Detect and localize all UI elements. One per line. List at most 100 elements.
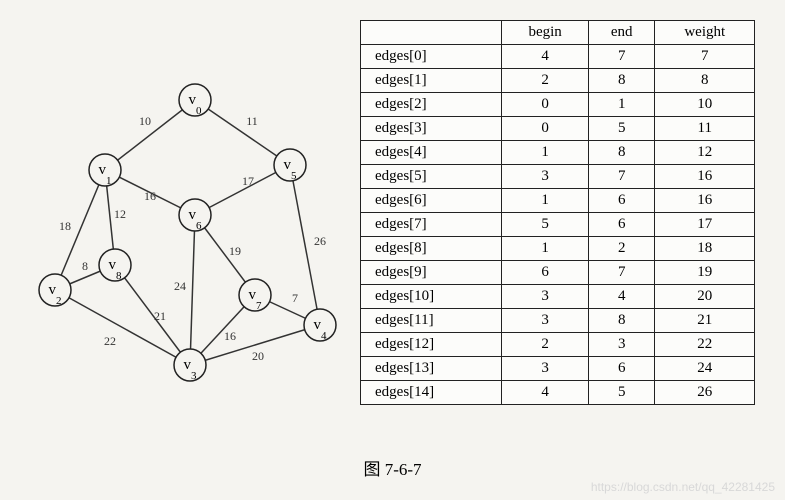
edge-weight-label: 7	[292, 291, 298, 305]
cell: 3	[502, 165, 589, 189]
cell: 7	[655, 45, 755, 69]
cell: 8	[588, 309, 655, 333]
cell: 7	[588, 165, 655, 189]
table-row: edges[14]4526	[361, 381, 755, 405]
row-label: edges[4]	[361, 141, 502, 165]
cell: 17	[655, 213, 755, 237]
edge-weight-label: 22	[104, 334, 116, 348]
edge-weight-label: 11	[246, 114, 258, 128]
cell: 20	[655, 285, 755, 309]
cell: 26	[655, 381, 755, 405]
table-row: edges[13]3624	[361, 357, 755, 381]
graph-diagram: 1011181216822212416207261719v0v1v2v3v4v5…	[30, 70, 360, 430]
cell: 18	[655, 237, 755, 261]
cell: 3	[588, 333, 655, 357]
cell: 3	[502, 357, 589, 381]
cell: 7	[588, 45, 655, 69]
table-row: edges[0]477	[361, 45, 755, 69]
edge	[105, 100, 195, 170]
watermark-text: https://blog.csdn.net/qq_42281425	[591, 480, 775, 494]
table-row: edges[10]3420	[361, 285, 755, 309]
row-label: edges[11]	[361, 309, 502, 333]
cell: 4	[502, 45, 589, 69]
edge-weight-label: 17	[242, 174, 254, 188]
table-row: edges[9]6719	[361, 261, 755, 285]
cell: 2	[502, 69, 589, 93]
table-row: edges[6]1616	[361, 189, 755, 213]
table-row: edges[7]5617	[361, 213, 755, 237]
cell: 3	[502, 285, 589, 309]
row-label: edges[3]	[361, 117, 502, 141]
col-header-end: end	[588, 21, 655, 45]
cell: 4	[588, 285, 655, 309]
row-label: edges[1]	[361, 69, 502, 93]
edge-weight-label: 24	[174, 279, 186, 293]
edge-weight-label: 19	[229, 244, 241, 258]
cell: 8	[655, 69, 755, 93]
cell: 5	[502, 213, 589, 237]
edge-weight-label: 16	[224, 329, 236, 343]
cell: 19	[655, 261, 755, 285]
cell: 1	[502, 141, 589, 165]
cell: 4	[502, 381, 589, 405]
figure-caption: 图 7-6-7	[0, 455, 785, 480]
edge-weight-label: 16	[144, 189, 156, 203]
cell: 2	[502, 333, 589, 357]
row-label: edges[12]	[361, 333, 502, 357]
cell: 8	[588, 141, 655, 165]
cell: 12	[655, 141, 755, 165]
cell: 11	[655, 117, 755, 141]
row-label: edges[5]	[361, 165, 502, 189]
cell: 6	[588, 213, 655, 237]
cell: 1	[588, 93, 655, 117]
cell: 10	[655, 93, 755, 117]
edge-weight-label: 10	[139, 114, 151, 128]
table-row: edges[1]288	[361, 69, 755, 93]
row-label: edges[8]	[361, 237, 502, 261]
row-label: edges[6]	[361, 189, 502, 213]
col-header-blank	[361, 21, 502, 45]
row-label: edges[10]	[361, 285, 502, 309]
table-row: edges[8]1218	[361, 237, 755, 261]
table-row: edges[11]3821	[361, 309, 755, 333]
edge-weight-label: 18	[59, 219, 71, 233]
row-label: edges[13]	[361, 357, 502, 381]
col-header-begin: begin	[502, 21, 589, 45]
cell: 0	[502, 117, 589, 141]
edges-table: beginendweight edges[0]477edges[1]288edg…	[360, 20, 755, 405]
row-label: edges[2]	[361, 93, 502, 117]
cell: 5	[588, 117, 655, 141]
edge-weight-label: 8	[82, 259, 88, 273]
table-row: edges[3]0511	[361, 117, 755, 141]
table-row: edges[5]3716	[361, 165, 755, 189]
cell: 3	[502, 309, 589, 333]
cell: 16	[655, 165, 755, 189]
edge	[55, 290, 190, 365]
table-row: edges[4]1812	[361, 141, 755, 165]
cell: 6	[588, 189, 655, 213]
cell: 21	[655, 309, 755, 333]
cell: 5	[588, 381, 655, 405]
edge-weight-label: 12	[114, 207, 126, 221]
edge-weight-label: 26	[314, 234, 326, 248]
cell: 6	[502, 261, 589, 285]
cell: 7	[588, 261, 655, 285]
cell: 1	[502, 189, 589, 213]
edge-weight-label: 20	[252, 349, 264, 363]
row-label: edges[14]	[361, 381, 502, 405]
table-row: edges[12]2322	[361, 333, 755, 357]
row-label: edges[0]	[361, 45, 502, 69]
cell: 16	[655, 189, 755, 213]
cell: 6	[588, 357, 655, 381]
cell: 0	[502, 93, 589, 117]
cell: 22	[655, 333, 755, 357]
edge	[190, 215, 195, 365]
edge-weight-label: 21	[154, 309, 166, 323]
table-row: edges[2]0110	[361, 93, 755, 117]
cell: 2	[588, 237, 655, 261]
col-header-weight: weight	[655, 21, 755, 45]
cell: 8	[588, 69, 655, 93]
edge	[195, 100, 290, 165]
row-label: edges[7]	[361, 213, 502, 237]
cell: 1	[502, 237, 589, 261]
